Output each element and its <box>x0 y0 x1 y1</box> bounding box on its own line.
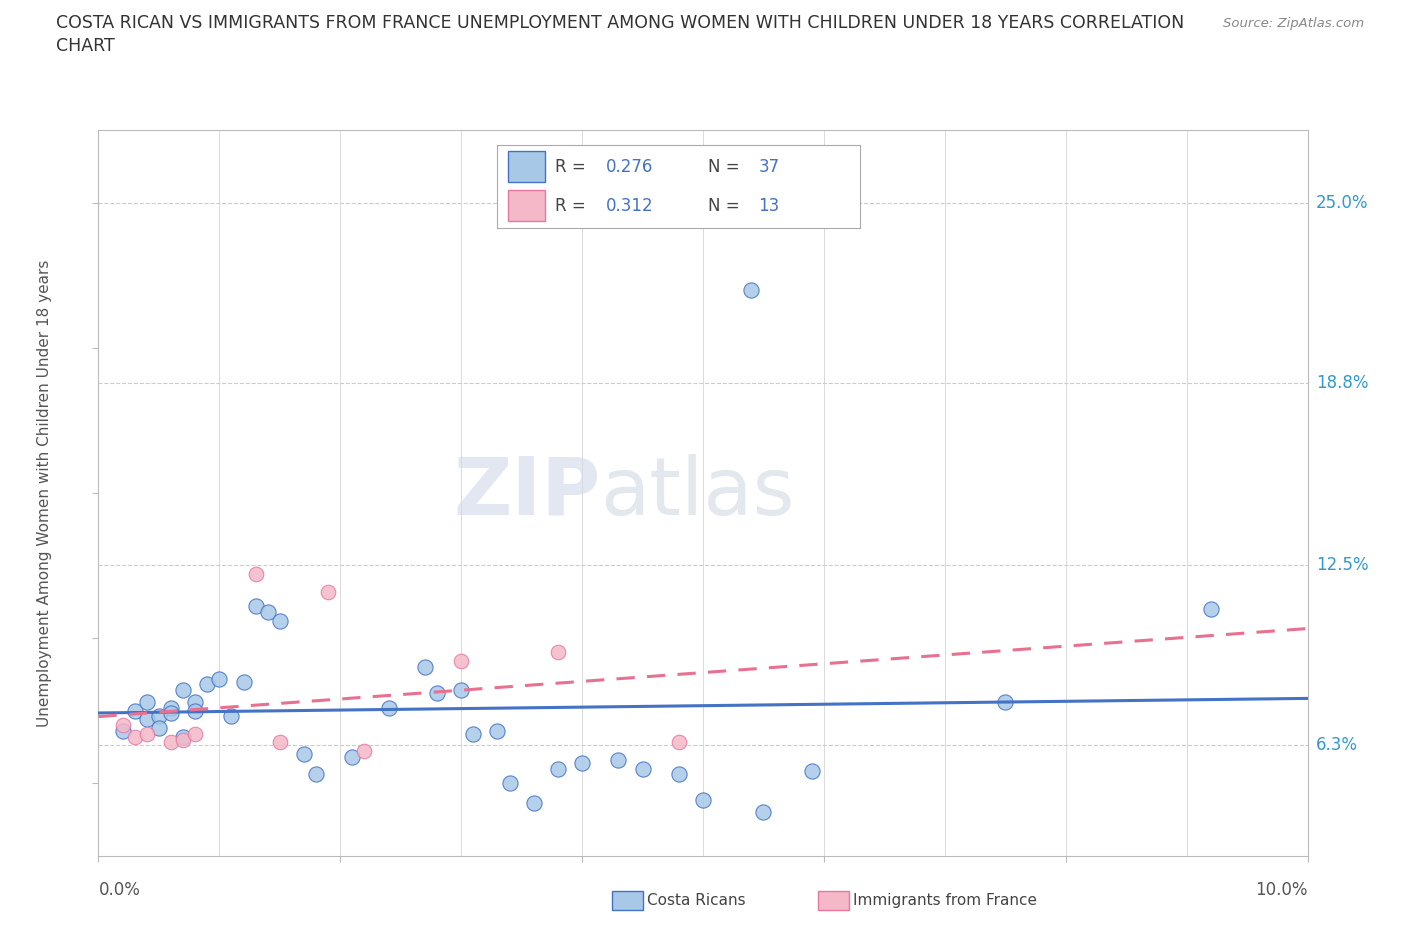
Point <box>631 761 654 776</box>
Point <box>208 671 231 686</box>
Point <box>353 744 375 759</box>
Point <box>232 674 254 689</box>
Point <box>148 721 170 736</box>
Point <box>571 755 593 770</box>
Point <box>172 683 194 698</box>
Point <box>994 695 1017 710</box>
Text: atlas: atlas <box>600 454 794 532</box>
Text: 12.5%: 12.5% <box>1316 556 1368 575</box>
Point <box>184 726 207 741</box>
Point <box>377 700 399 715</box>
Point <box>426 685 449 700</box>
Text: 6.3%: 6.3% <box>1316 737 1358 754</box>
Point <box>124 703 146 718</box>
Point <box>184 695 207 710</box>
Point <box>135 711 157 726</box>
Text: 10.0%: 10.0% <box>1256 881 1308 898</box>
Point <box>740 283 762 298</box>
Point <box>413 659 436 674</box>
Point <box>221 709 243 724</box>
Text: 18.8%: 18.8% <box>1316 374 1368 392</box>
Text: Unemployment Among Women with Children Under 18 years: Unemployment Among Women with Children U… <box>37 259 52 726</box>
Text: Source: ZipAtlas.com: Source: ZipAtlas.com <box>1223 17 1364 30</box>
Point <box>172 729 194 744</box>
Point <box>160 706 183 721</box>
Text: Costa Ricans: Costa Ricans <box>647 893 745 908</box>
Point <box>668 735 690 750</box>
Point <box>316 584 339 599</box>
Point <box>547 761 569 776</box>
Text: 25.0%: 25.0% <box>1316 193 1368 212</box>
Point <box>135 695 157 710</box>
Point <box>124 729 146 744</box>
Point <box>184 703 207 718</box>
Point <box>160 735 183 750</box>
Point <box>111 718 134 733</box>
Point <box>668 767 690 782</box>
Text: Immigrants from France: Immigrants from France <box>853 893 1038 908</box>
Point <box>547 645 569 660</box>
Point <box>135 726 157 741</box>
Point <box>148 709 170 724</box>
Point <box>269 613 291 628</box>
Point <box>800 764 823 779</box>
Point <box>752 804 775 819</box>
Text: CHART: CHART <box>56 37 115 55</box>
Point <box>245 599 267 614</box>
Text: COSTA RICAN VS IMMIGRANTS FROM FRANCE UNEMPLOYMENT AMONG WOMEN WITH CHILDREN UND: COSTA RICAN VS IMMIGRANTS FROM FRANCE UN… <box>56 14 1184 32</box>
Point <box>342 750 364 764</box>
Point <box>450 683 472 698</box>
Point <box>111 724 134 738</box>
Point <box>498 776 520 790</box>
Point <box>486 724 509 738</box>
Point <box>269 735 291 750</box>
Point <box>172 732 194 747</box>
Text: 0.0%: 0.0% <box>98 881 141 898</box>
Point <box>195 677 218 692</box>
Point <box>463 726 485 741</box>
Point <box>523 796 546 811</box>
Point <box>450 654 472 669</box>
Point <box>256 604 278 619</box>
Point <box>1199 602 1222 617</box>
Point <box>292 747 315 762</box>
Point <box>607 752 630 767</box>
Point <box>160 700 183 715</box>
Point <box>305 767 328 782</box>
Text: ZIP: ZIP <box>453 454 600 532</box>
Point <box>245 566 267 581</box>
Point <box>692 793 714 808</box>
